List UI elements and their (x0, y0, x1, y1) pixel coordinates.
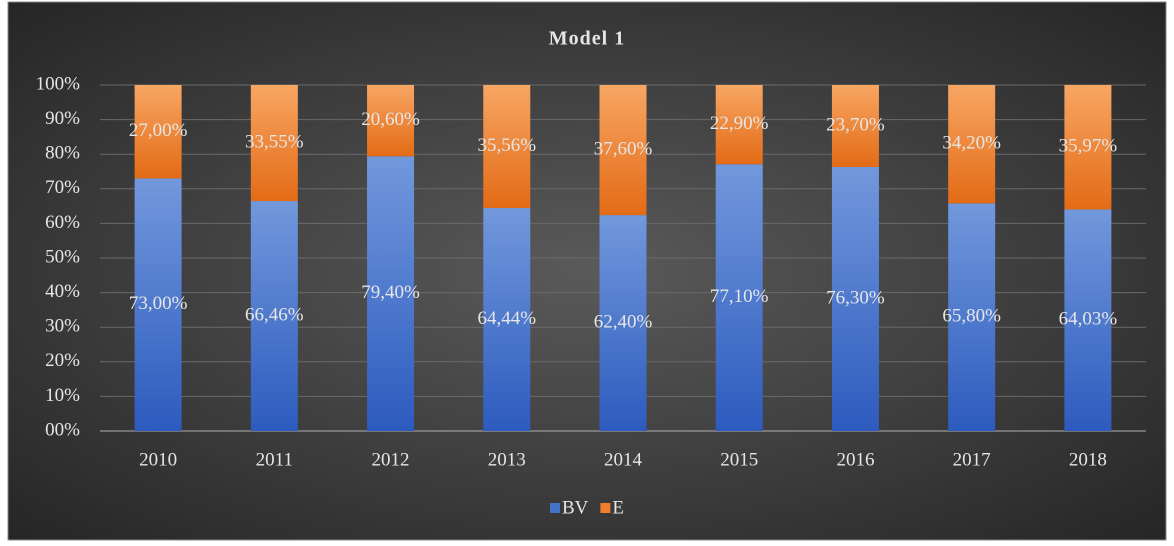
data-label: 34,20% (942, 133, 1001, 154)
data-label: 66,46% (245, 304, 304, 325)
data-label: 35,56% (477, 135, 536, 156)
x-tick-label: 2012 (372, 449, 410, 470)
data-label: 65,80% (942, 306, 1001, 327)
y-tick-label: 30% (45, 316, 80, 337)
x-tick-label: 2017 (953, 449, 991, 470)
y-tick-label: 70% (45, 177, 80, 198)
x-tick-label: 2018 (1069, 449, 1107, 470)
x-tick-label: 2010 (139, 449, 177, 470)
data-label: 23,70% (826, 114, 885, 135)
data-label: 79,40% (361, 282, 420, 303)
data-label: 20,60% (361, 109, 420, 130)
data-label: 73,00% (129, 293, 188, 314)
chart-title: Model 1 (549, 28, 625, 50)
data-label: 76,30% (826, 287, 885, 308)
bar-segment (1064, 85, 1112, 210)
y-tick-label: 40% (45, 281, 80, 302)
bar-segment (134, 85, 182, 179)
bar-segment (483, 85, 531, 209)
x-tick-label: 2015 (720, 449, 758, 470)
y-tick-label: 100% (36, 73, 81, 94)
bar-segment (483, 208, 531, 431)
y-tick-label: 20% (45, 350, 80, 371)
x-tick-label: 2013 (488, 449, 526, 470)
data-label: 64,44% (477, 308, 536, 329)
bar-segment (367, 156, 415, 431)
y-tick-label: 60% (45, 212, 80, 233)
bar-segment (715, 164, 763, 431)
data-label: 27,00% (129, 120, 188, 141)
y-tick-label: 10% (45, 385, 80, 406)
bar-segment (250, 84, 298, 202)
data-label: 37,60% (594, 138, 653, 159)
y-tick-label: 80% (45, 143, 80, 164)
legend-swatch (600, 503, 611, 513)
bar-segment (134, 178, 182, 431)
bar-segment (367, 85, 415, 157)
bar-segment (948, 85, 996, 204)
y-tick-label: 90% (45, 108, 80, 129)
x-tick-label: 2016 (836, 449, 874, 470)
y-tick-label: 00% (45, 419, 80, 440)
bar-segment (1064, 209, 1112, 431)
y-tick-label: 50% (45, 246, 80, 267)
x-tick-label: 2014 (604, 449, 643, 470)
bar-segment (831, 85, 879, 168)
bar-segment (599, 85, 647, 216)
bar-segment (715, 85, 763, 165)
data-label: 77,10% (710, 286, 769, 307)
data-label: 22,90% (710, 113, 769, 134)
legend-swatch (550, 503, 560, 513)
legend-label: BV (562, 497, 589, 518)
bar-segment (250, 201, 298, 431)
data-label: 64,03% (1059, 309, 1118, 330)
data-label: 35,97% (1059, 136, 1118, 157)
bar-segment (948, 203, 996, 431)
bar-segment (599, 215, 647, 431)
data-label: 33,55% (245, 131, 304, 152)
data-label: 62,40% (594, 311, 653, 332)
bar-segment (831, 167, 879, 431)
legend-label: E (612, 497, 624, 518)
x-tick-label: 2011 (256, 449, 293, 470)
